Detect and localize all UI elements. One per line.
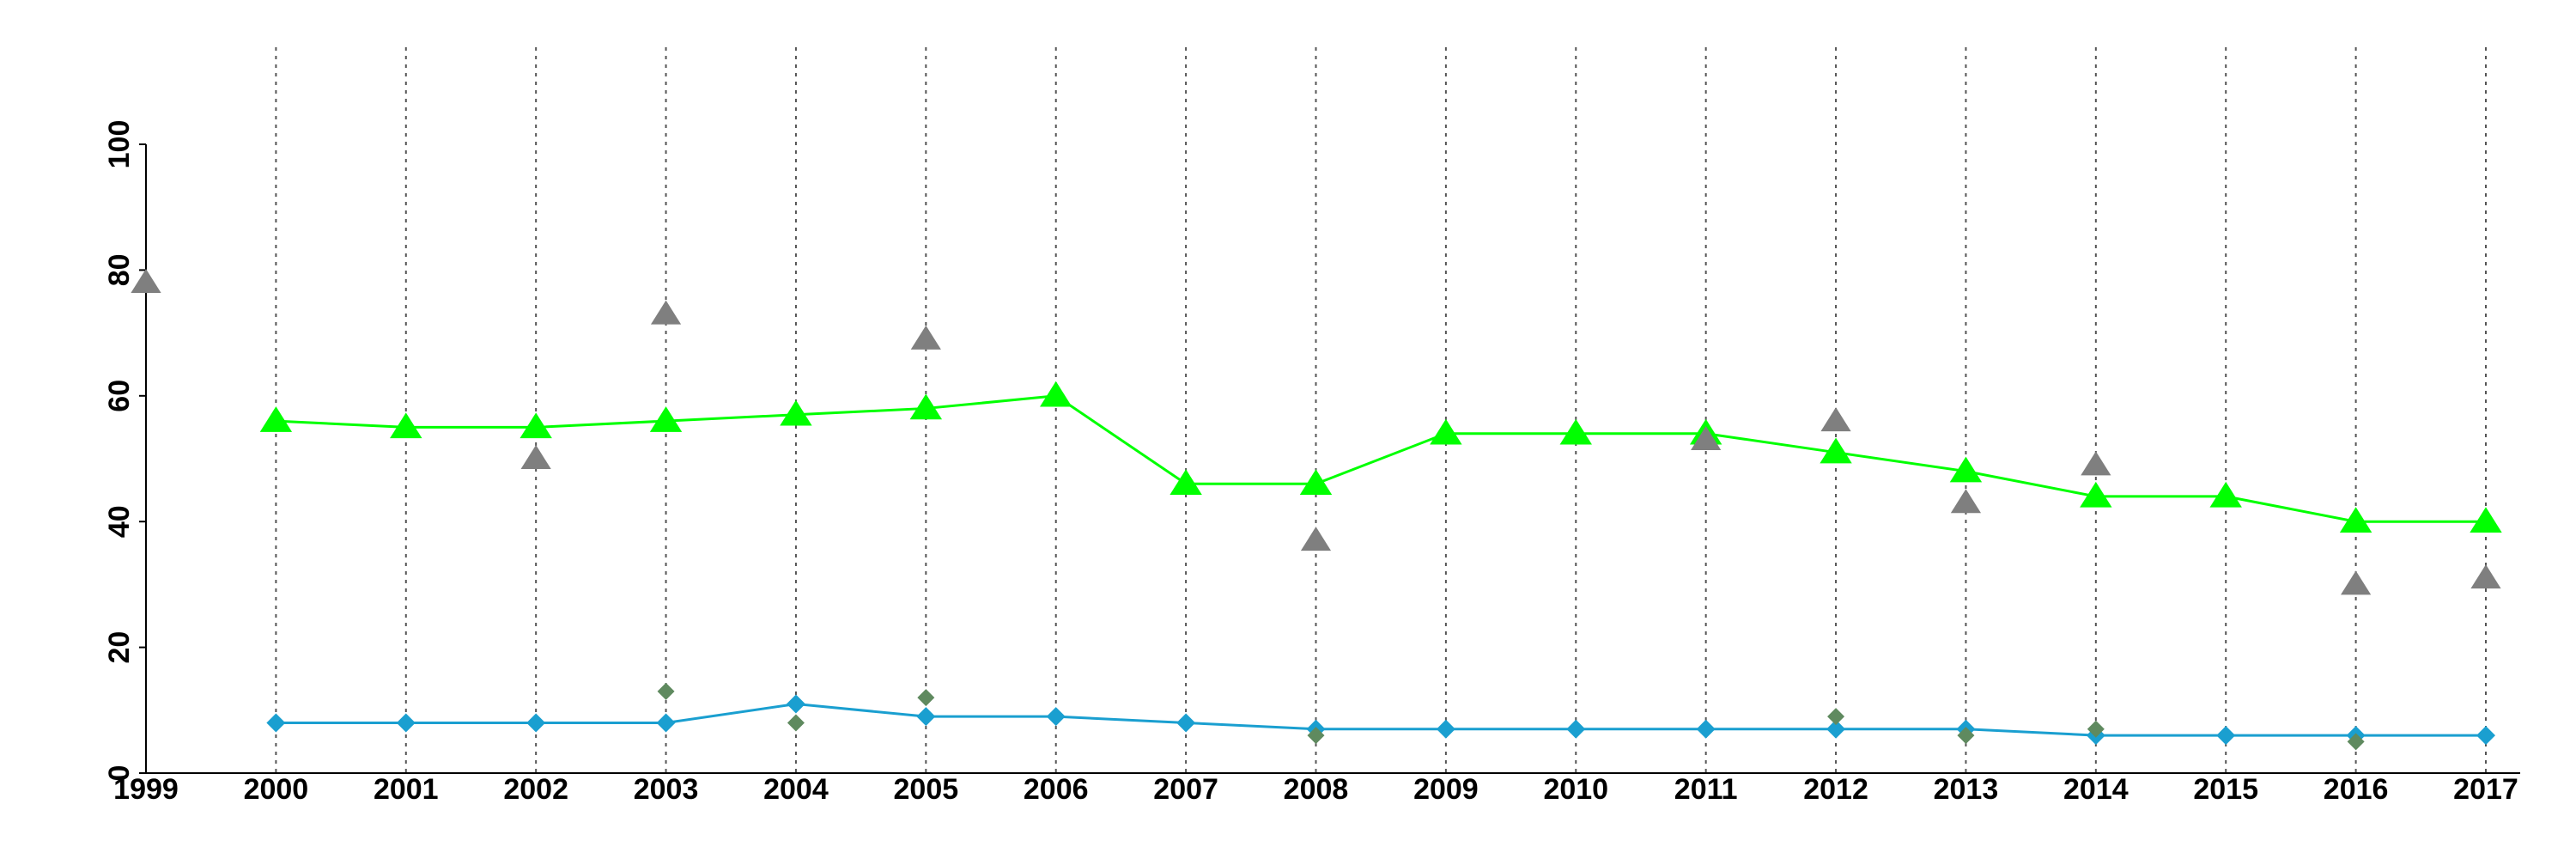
series-3-point-2004 xyxy=(787,714,805,732)
series-0-point-2005 xyxy=(909,393,943,420)
x-tick-label-2005: 2005 xyxy=(894,773,959,806)
x-tick-label-2013: 2013 xyxy=(1934,773,1999,806)
series-0-point-2017 xyxy=(2470,507,2502,533)
series-0-point-2001 xyxy=(390,412,422,439)
series-1-point-2005 xyxy=(910,325,941,350)
series-2-point-2000 xyxy=(266,713,286,733)
series-1-point-2011 xyxy=(1691,426,1722,451)
x-tick-label-1999: 1999 xyxy=(113,773,179,806)
series-1-point-2016 xyxy=(2341,570,2372,595)
y-tick-label-80: 80 xyxy=(103,253,136,286)
series-group xyxy=(131,269,2502,751)
series-0-point-2003 xyxy=(649,406,683,432)
series-2-point-2012 xyxy=(1826,719,1846,739)
x-tick-label-2001: 2001 xyxy=(374,773,439,806)
series-0-point-2016 xyxy=(2339,507,2372,533)
series-2-point-2006 xyxy=(1046,707,1066,727)
series-0-point-2008 xyxy=(1299,469,1333,496)
series-1-point-2003 xyxy=(650,300,682,325)
series-0-point-2009 xyxy=(1430,418,1462,445)
series-1-point-2008 xyxy=(1300,527,1332,551)
y-tick-label-20: 20 xyxy=(103,631,136,664)
series-3-point-2003 xyxy=(657,682,675,700)
series-2-point-2011 xyxy=(1696,719,1716,739)
x-tick-label-2009: 2009 xyxy=(1413,773,1479,806)
series-0-point-2014 xyxy=(2080,481,2112,508)
series-2-point-2007 xyxy=(1176,713,1196,733)
series-0-point-2013 xyxy=(1949,456,1983,483)
x-tick-label-2014: 2014 xyxy=(2063,773,2129,806)
series-1-point-2013 xyxy=(1950,489,1982,514)
series-2-point-2009 xyxy=(1436,719,1455,739)
y-tick-label-100: 100 xyxy=(103,120,136,169)
series-2-point-2017 xyxy=(2476,726,2495,746)
x-tick-label-2006: 2006 xyxy=(1024,773,1089,806)
series-3-point-2016 xyxy=(2347,733,2365,751)
series-0-point-2007 xyxy=(1170,469,1202,496)
series-1-point-2017 xyxy=(2470,564,2501,589)
series-3-point-2008 xyxy=(1307,727,1325,745)
x-tick-label-2007: 2007 xyxy=(1153,773,1218,806)
series-2-point-2010 xyxy=(1566,719,1586,739)
series-1-point-2014 xyxy=(2081,451,2111,476)
series-2-point-2002 xyxy=(526,713,546,733)
x-tick-label-2008: 2008 xyxy=(1284,773,1349,806)
series-1-point-2012 xyxy=(1820,407,1851,432)
x-tick-label-2011: 2011 xyxy=(1674,773,1738,806)
series-3-point-2012 xyxy=(1827,708,1845,726)
series-0-point-2002 xyxy=(519,412,552,439)
series-0-point-2004 xyxy=(780,399,812,426)
series-0-point-2006 xyxy=(1040,381,1072,407)
series-1-point-2002 xyxy=(520,445,551,469)
x-tick-label-2000: 2000 xyxy=(244,773,309,806)
y-tick-label-0: 0 xyxy=(103,765,136,782)
tick-labels: 0 20 40 60 80 100 1999 2000 2001 2002 2003 2004 2005… xyxy=(103,120,2518,806)
series-0-point-2010 xyxy=(1559,418,1592,445)
x-tick-label-2003: 2003 xyxy=(634,773,699,806)
series-3-point-2005 xyxy=(917,689,935,707)
axes xyxy=(139,143,2520,774)
series-0-line xyxy=(276,394,2486,523)
x-tick-label-2012: 2012 xyxy=(1803,773,1868,806)
x-tick-label-2017: 2017 xyxy=(2453,773,2518,806)
series-2-point-2001 xyxy=(396,713,416,733)
series-1-point-1999 xyxy=(131,269,161,294)
series-2-point-2005 xyxy=(916,707,936,727)
x-tick-label-2016: 2016 xyxy=(2324,773,2389,806)
series-3-point-2014 xyxy=(2087,720,2105,738)
series-2-line xyxy=(276,702,2486,737)
vertical-grid xyxy=(275,47,2487,773)
series-0-point-2015 xyxy=(2209,481,2242,508)
x-tick-label-2015: 2015 xyxy=(2193,773,2258,806)
series-2-point-2003 xyxy=(656,713,676,733)
x-tick-label-2002: 2002 xyxy=(503,773,568,806)
y-tick-label-40: 40 xyxy=(103,505,136,538)
series-2-point-2004 xyxy=(786,694,805,714)
x-tick-label-2010: 2010 xyxy=(1543,773,1608,806)
series-3-point-2013 xyxy=(1957,727,1975,745)
series-2-point-2015 xyxy=(2216,726,2236,746)
y-tick-label-60: 60 xyxy=(103,380,136,412)
series-0-point-2012 xyxy=(1820,437,1852,464)
series-0-point-2000 xyxy=(259,406,293,432)
x-tick-label-2004: 2004 xyxy=(763,773,829,806)
